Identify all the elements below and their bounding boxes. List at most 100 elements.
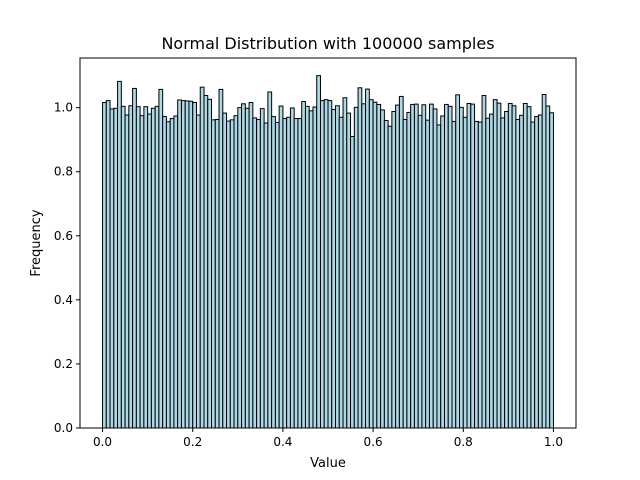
histogram-bar [207, 98, 213, 429]
y-tick-label: 0.0 [54, 421, 73, 435]
histogram-bar [459, 106, 464, 429]
histogram-bar [117, 80, 122, 429]
x-tick-label: 0.6 [364, 435, 383, 449]
histogram-bar [162, 116, 167, 429]
histogram-bar [218, 88, 224, 429]
histogram-bar [289, 107, 295, 429]
histogram-bar [282, 118, 288, 429]
histogram-bar [154, 105, 160, 429]
histogram-bar [402, 119, 408, 429]
histogram-bars [102, 75, 554, 429]
histogram-bar [410, 103, 415, 429]
histogram-bar [413, 103, 419, 429]
histogram-bar [421, 104, 427, 429]
histogram-bar [470, 103, 476, 429]
histogram-bar [428, 103, 434, 429]
histogram-bar [376, 103, 382, 429]
histogram-bar [211, 119, 216, 429]
histogram-bar [222, 112, 228, 429]
histogram-bar [143, 106, 149, 429]
histogram-bar [304, 105, 310, 429]
histogram-bar [534, 116, 539, 429]
histogram-bar [481, 94, 487, 429]
histogram-bar [327, 100, 333, 429]
histogram-bar [102, 102, 107, 429]
histogram-bar [226, 120, 231, 429]
histogram-bar [368, 99, 374, 429]
histogram-bar [173, 115, 179, 429]
histogram-bar [105, 100, 111, 429]
histogram-bar [357, 87, 363, 429]
histogram-bar [504, 110, 509, 429]
histogram-bar [267, 91, 273, 429]
histogram-bar [346, 112, 352, 429]
histogram-bar [135, 106, 141, 429]
histogram-bar [203, 94, 209, 429]
histogram-bar [233, 115, 239, 429]
histogram-bar [165, 121, 171, 429]
histogram-bar [425, 119, 430, 429]
histogram-bar [256, 119, 261, 429]
y-tick-label: 0.2 [54, 357, 73, 371]
histogram-bar [124, 114, 130, 429]
histogram-bar [462, 116, 468, 429]
histogram-bar [132, 87, 137, 429]
histogram-bar [312, 106, 318, 429]
histogram-bar [180, 100, 186, 429]
histogram-bar [169, 118, 175, 429]
histogram-bar [436, 124, 442, 429]
x-tick-label: 0.8 [454, 435, 473, 449]
histogram-bar [297, 118, 303, 429]
histogram-bar [545, 105, 551, 429]
histogram-bar [383, 119, 389, 429]
x-axis-label: Value [310, 456, 346, 471]
histogram-bar [241, 103, 246, 429]
x-axis-ticks: 0.0 0.2 0.4 0.6 0.8 1.0 [93, 428, 563, 449]
histogram-bar [195, 114, 201, 429]
histogram-bar [365, 88, 370, 429]
x-tick-label: 0.4 [273, 435, 292, 449]
histogram-bar [184, 100, 190, 429]
histogram-bar [515, 119, 521, 429]
histogram-bar [214, 119, 220, 429]
y-tick-label: 1.0 [54, 101, 73, 115]
histogram-bar [496, 102, 502, 429]
histogram-bar [406, 111, 412, 429]
histogram-bar [316, 75, 321, 429]
histogram-bar [109, 108, 115, 429]
histogram-bar [380, 109, 385, 429]
histogram-bar [177, 99, 182, 429]
histogram-bar [319, 100, 325, 429]
histogram-bar [350, 135, 355, 429]
histogram-bar [466, 102, 472, 429]
histogram-bar [248, 102, 254, 429]
histogram-bar [395, 104, 400, 429]
histogram-bar [308, 110, 314, 429]
histogram-bar [519, 114, 524, 429]
histogram-bar [271, 116, 276, 429]
histogram-bar [342, 97, 348, 429]
histogram-bar [147, 113, 152, 429]
histogram-bar [511, 105, 517, 429]
histogram-bar [150, 107, 156, 429]
histogram-bar [199, 86, 205, 429]
y-axis-label: Frequency [29, 209, 44, 276]
histogram-bar [331, 109, 337, 429]
chart-title: Normal Distribution with 100000 samples [161, 34, 494, 53]
histogram-bar [541, 94, 547, 429]
y-axis-ticks: 0.0 0.2 0.4 0.6 0.8 1.0 [54, 101, 80, 435]
histogram-bar [526, 106, 532, 429]
histogram-bar [447, 105, 453, 429]
histogram-bar [353, 106, 359, 429]
histogram-bar [128, 105, 134, 429]
histogram-bar [335, 105, 340, 429]
plot-frame [79, 57, 577, 429]
histogram-bar [252, 117, 258, 429]
histogram-bar [391, 110, 397, 429]
histogram-bar [417, 114, 423, 429]
histogram-bar [259, 108, 265, 429]
histogram-bar [323, 99, 329, 429]
x-tick-label: 0.0 [93, 435, 112, 449]
histogram-bar [537, 114, 543, 429]
